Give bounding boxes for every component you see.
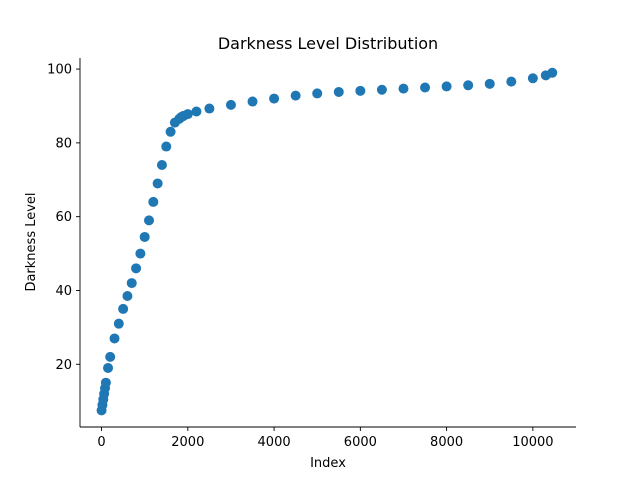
- data-point: [333, 86, 344, 97]
- y-tick-label: 100: [47, 63, 72, 78]
- data-point: [148, 196, 159, 207]
- data-point: [152, 178, 163, 189]
- data-point: [191, 106, 202, 117]
- y-tick-label: 40: [55, 284, 72, 299]
- data-point: [165, 126, 176, 137]
- data-point: [118, 303, 129, 314]
- data-point: [312, 88, 323, 99]
- data-point: [290, 90, 301, 101]
- data-point: [463, 80, 474, 91]
- y-tick-label: 80: [55, 136, 72, 151]
- data-point: [376, 84, 387, 95]
- x-ticks: 0 2000 4000 6000 8000 10000: [97, 427, 554, 450]
- data-point: [131, 263, 142, 274]
- data-point: [109, 333, 120, 344]
- y-ticks: 20 40 60 80 100: [47, 63, 80, 373]
- data-points: [96, 67, 558, 416]
- data-point: [156, 160, 167, 171]
- x-tick-label: 2000: [171, 435, 204, 450]
- axes: [79, 58, 576, 428]
- data-point: [247, 96, 258, 107]
- data-point: [398, 83, 409, 94]
- y-tick-label: 20: [55, 358, 72, 373]
- data-point: [161, 141, 172, 152]
- x-tick-label: 6000: [344, 435, 377, 450]
- data-point: [484, 78, 495, 89]
- data-point: [103, 362, 114, 373]
- data-point: [527, 73, 538, 84]
- data-point: [204, 103, 215, 114]
- x-tick-label: 10000: [512, 435, 553, 450]
- data-point: [506, 76, 517, 87]
- data-point: [139, 231, 150, 242]
- data-point: [420, 82, 431, 93]
- y-axis-label: Darkness Level: [24, 192, 39, 291]
- x-tick-label: 0: [97, 435, 105, 450]
- x-tick-label: 4000: [258, 435, 291, 450]
- x-tick-label: 8000: [430, 435, 463, 450]
- data-point: [126, 278, 137, 289]
- data-point: [355, 85, 366, 96]
- data-point: [100, 377, 111, 388]
- x-axis-label: Index: [310, 456, 346, 471]
- data-point: [547, 67, 558, 78]
- data-point: [441, 81, 452, 92]
- data-point: [135, 248, 146, 259]
- data-point: [269, 93, 280, 104]
- data-point: [122, 291, 133, 302]
- chart-title: Darkness Level Distribution: [218, 34, 438, 53]
- data-point: [225, 99, 236, 110]
- data-point: [113, 318, 124, 329]
- data-point: [182, 109, 193, 120]
- data-point: [144, 215, 155, 226]
- data-point: [105, 351, 116, 362]
- y-tick-label: 60: [55, 210, 72, 225]
